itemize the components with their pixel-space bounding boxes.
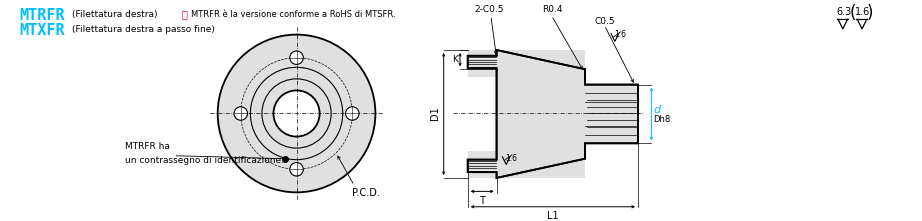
Text: R0.4: R0.4	[542, 5, 562, 14]
Text: C0.5: C0.5	[595, 17, 615, 26]
Text: L1: L1	[547, 211, 559, 221]
Text: Dh8: Dh8	[654, 115, 670, 124]
Text: un contrassegno di identificazione.: un contrassegno di identificazione.	[125, 156, 284, 165]
Text: 2-C0.5: 2-C0.5	[475, 5, 504, 14]
Bar	[585, 85, 638, 143]
Text: (: (	[849, 4, 856, 22]
Text: (Filettatura destra): (Filettatura destra)	[72, 10, 157, 19]
Circle shape	[290, 162, 303, 176]
Text: MTRFR: MTRFR	[19, 8, 65, 23]
Text: ): )	[867, 4, 873, 22]
Text: MTRFR è la versione conforme a RoHS di MTSFR.: MTRFR è la versione conforme a RoHS di M…	[191, 10, 396, 19]
Polygon shape	[467, 50, 638, 178]
Text: P.C.D.: P.C.D.	[352, 188, 380, 198]
Text: MTRFR ha: MTRFR ha	[125, 142, 171, 151]
Text: d: d	[654, 105, 660, 115]
Bar	[467, 50, 497, 77]
Text: T: T	[479, 196, 485, 206]
Text: (Filettatura destra a passo fine): (Filettatura destra a passo fine)	[72, 25, 215, 34]
Text: K: K	[452, 55, 458, 64]
Text: 1.6: 1.6	[856, 7, 870, 17]
Text: 6.3: 6.3	[836, 7, 851, 17]
Text: 1.6: 1.6	[505, 154, 517, 163]
Text: MTXFR: MTXFR	[19, 23, 65, 38]
Bar	[497, 50, 585, 178]
Circle shape	[274, 90, 320, 137]
Text: ⓘ: ⓘ	[181, 10, 187, 20]
Text: 1.6: 1.6	[614, 30, 626, 39]
Text: D1: D1	[430, 107, 440, 120]
Circle shape	[234, 107, 247, 120]
Circle shape	[346, 107, 359, 120]
Circle shape	[290, 51, 303, 65]
Bar	[467, 151, 497, 178]
Circle shape	[218, 35, 375, 192]
